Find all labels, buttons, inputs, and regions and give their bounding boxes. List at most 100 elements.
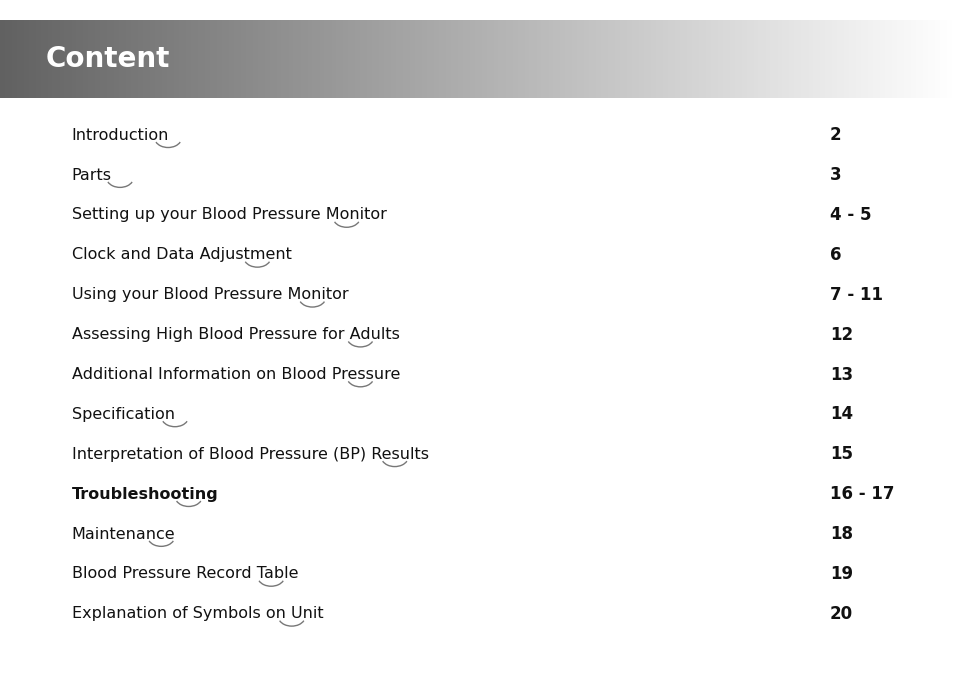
Bar [281, 20, 284, 98]
Bar [14, 20, 17, 98]
Bar [183, 20, 187, 98]
Bar [81, 20, 84, 98]
Bar [469, 20, 473, 98]
Bar [605, 20, 608, 98]
Bar [555, 20, 558, 98]
Bar [283, 20, 287, 98]
Bar [724, 20, 728, 98]
Bar [478, 20, 482, 98]
Bar [379, 20, 382, 98]
Bar [303, 20, 306, 98]
Bar [831, 20, 835, 98]
Bar [362, 20, 366, 98]
Bar [531, 20, 535, 98]
Bar [10, 20, 12, 98]
Bar [607, 20, 611, 98]
Bar [541, 20, 544, 98]
Bar [950, 20, 953, 98]
Bar [348, 20, 351, 98]
Bar [48, 20, 51, 98]
Bar [313, 20, 315, 98]
Bar [856, 20, 859, 98]
Bar [596, 20, 598, 98]
Bar [553, 20, 556, 98]
Bar [305, 20, 309, 98]
Bar [43, 20, 46, 98]
Bar [741, 20, 744, 98]
Bar [726, 20, 730, 98]
Bar [438, 20, 442, 98]
Bar [865, 20, 868, 98]
Bar [634, 20, 637, 98]
Bar [879, 20, 882, 98]
Bar [720, 20, 722, 98]
Bar [229, 20, 232, 98]
Bar [637, 20, 639, 98]
Text: Troubleshooting: Troubleshooting [71, 487, 218, 502]
Bar [798, 20, 801, 98]
Bar [488, 20, 492, 98]
Bar [278, 20, 282, 98]
Bar [383, 20, 387, 98]
Bar [173, 20, 177, 98]
Bar [29, 20, 31, 98]
Bar [240, 20, 244, 98]
Bar [412, 20, 416, 98]
Bar [529, 20, 532, 98]
Bar [896, 20, 899, 98]
Bar [907, 20, 911, 98]
Bar [574, 20, 578, 98]
Bar [717, 20, 720, 98]
Bar [26, 20, 30, 98]
Bar [73, 20, 77, 98]
Bar [210, 20, 213, 98]
Bar [97, 20, 101, 98]
Bar [745, 20, 749, 98]
Bar [598, 20, 601, 98]
Bar [335, 20, 339, 98]
Bar [40, 20, 44, 98]
Bar [238, 20, 242, 98]
Bar [781, 20, 784, 98]
Bar [779, 20, 782, 98]
Bar [791, 20, 794, 98]
Bar [559, 20, 563, 98]
Bar [170, 20, 172, 98]
Bar [186, 20, 189, 98]
Bar [154, 20, 158, 98]
Bar [517, 20, 520, 98]
Bar [834, 20, 837, 98]
Bar [510, 20, 513, 98]
Bar [538, 20, 541, 98]
Bar [929, 20, 932, 98]
Bar [812, 20, 816, 98]
Bar [503, 20, 506, 98]
Bar [400, 20, 404, 98]
Bar [86, 20, 89, 98]
Text: 12: 12 [829, 326, 852, 343]
Bar [95, 20, 99, 98]
Bar [848, 20, 852, 98]
Bar [24, 20, 27, 98]
Bar [691, 20, 694, 98]
Bar [924, 20, 927, 98]
Bar [526, 20, 530, 98]
Bar [472, 20, 475, 98]
Bar [639, 20, 641, 98]
Bar [212, 20, 215, 98]
Bar [321, 20, 325, 98]
Bar [486, 20, 490, 98]
Bar [329, 20, 332, 98]
Bar [910, 20, 913, 98]
Bar [410, 20, 414, 98]
Bar [872, 20, 875, 98]
Bar [696, 20, 699, 98]
Bar [688, 20, 692, 98]
Bar [939, 20, 942, 98]
Bar [941, 20, 944, 98]
Text: Additional Information on Blood Pressure: Additional Information on Blood Pressure [71, 367, 399, 382]
Bar [395, 20, 398, 98]
Bar [445, 20, 449, 98]
Bar [802, 20, 806, 98]
Bar [610, 20, 614, 98]
